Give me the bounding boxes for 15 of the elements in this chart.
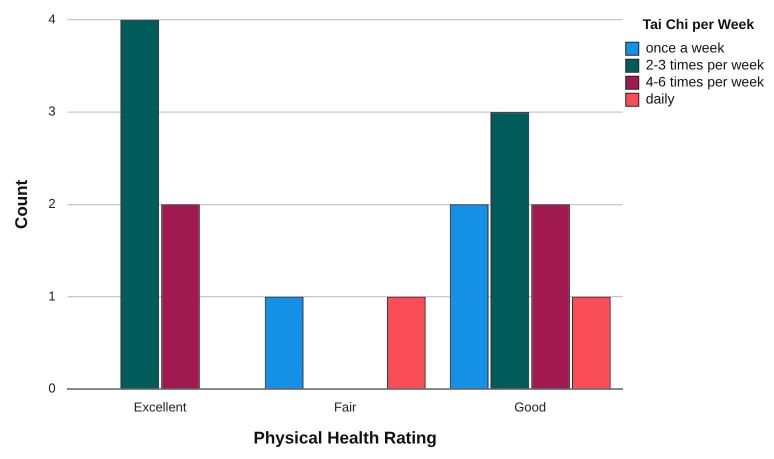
legend-title: Tai Chi per Week <box>642 16 754 32</box>
x-axis-title: Physical Health Rating <box>254 428 437 448</box>
legend-label: 4-6 times per week <box>646 74 765 90</box>
y-tick-label: 3 <box>48 104 56 119</box>
y-axis-title: Count <box>12 180 31 229</box>
y-tick-label: 1 <box>48 288 56 304</box>
y-tick-label: 0 <box>48 380 56 396</box>
y-tick-label: 2 <box>48 196 56 211</box>
legend-label: once a week <box>646 40 726 56</box>
y-tick-label: 4 <box>48 11 56 26</box>
x-tick-label: Excellent <box>134 399 187 414</box>
legend-label: 2-3 times per week <box>646 56 765 73</box>
x-tick-label: Good <box>514 399 546 414</box>
x-tick-label: Fair <box>334 399 358 414</box>
legend-label: daily <box>646 90 675 107</box>
